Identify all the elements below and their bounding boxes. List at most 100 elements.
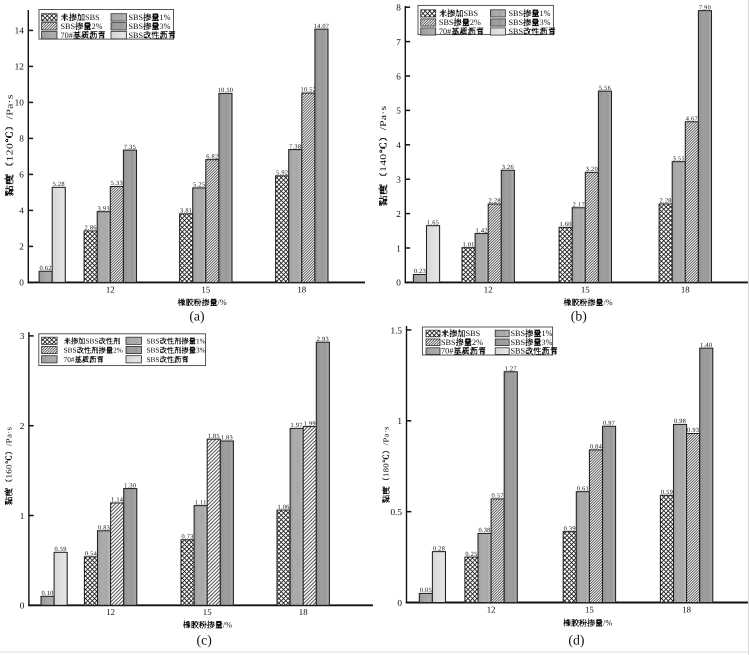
svg-text:3.93: 3.93: [98, 205, 110, 212]
svg-text:15: 15: [201, 284, 210, 294]
svg-text:8: 8: [19, 134, 24, 144]
svg-text:12: 12: [484, 284, 493, 294]
svg-text:SBS: SBS: [466, 329, 481, 338]
svg-text:0.83: 0.83: [98, 524, 110, 531]
svg-text:SBS: SBS: [464, 9, 479, 18]
svg-text:1: 1: [397, 416, 402, 426]
svg-text:12: 12: [106, 607, 115, 617]
svg-text:(c): (c): [197, 633, 212, 648]
svg-text:SBS: SBS: [511, 329, 526, 338]
svg-text:/%: /%: [603, 619, 612, 628]
svg-text:6: 6: [19, 170, 24, 180]
svg-text:0.61: 0.61: [577, 485, 589, 492]
svg-text:6.82: 6.82: [206, 153, 218, 160]
svg-text:7.90: 7.90: [699, 4, 711, 11]
svg-text:3: 3: [20, 331, 25, 341]
svg-text:0.05: 0.05: [420, 587, 432, 594]
svg-text:SBS: SBS: [147, 355, 160, 364]
svg-text:0.5: 0.5: [391, 507, 403, 517]
svg-text:1.42: 1.42: [476, 227, 488, 234]
svg-text:5.56: 5.56: [599, 85, 611, 92]
svg-text:18: 18: [297, 284, 306, 294]
svg-text:70#: 70#: [61, 31, 73, 40]
svg-text:5: 5: [396, 106, 401, 116]
svg-text:12: 12: [487, 604, 496, 614]
svg-text:SBS: SBS: [509, 9, 524, 18]
svg-text:4: 4: [396, 140, 401, 150]
svg-text:12: 12: [106, 284, 115, 294]
svg-text:15: 15: [585, 604, 594, 614]
svg-text:7.38: 7.38: [289, 143, 301, 150]
svg-text:0: 0: [397, 598, 402, 608]
svg-text:18: 18: [682, 604, 691, 614]
svg-text:1.06: 1.06: [277, 504, 289, 511]
svg-text:70#: 70#: [441, 347, 453, 356]
svg-text:3.81: 3.81: [180, 208, 192, 215]
svg-text:160: 160: [4, 464, 13, 479]
svg-text:1%: 1%: [159, 13, 170, 22]
svg-text:180: 180: [381, 463, 390, 477]
svg-text:15: 15: [581, 284, 590, 294]
svg-text:SBS: SBS: [147, 336, 160, 345]
svg-text:2: 2: [19, 242, 24, 252]
svg-text:1.99: 1.99: [304, 420, 316, 427]
svg-text:(d): (d): [568, 633, 584, 648]
svg-text:1%: 1%: [196, 336, 206, 345]
svg-text:0: 0: [19, 278, 24, 288]
svg-text:0.84: 0.84: [590, 444, 603, 451]
svg-text:/%: /%: [218, 298, 227, 307]
svg-text:SBS: SBS: [129, 31, 144, 40]
svg-text:1.65: 1.65: [427, 219, 439, 226]
svg-text:14.07: 14.07: [314, 23, 330, 30]
svg-text:3.20: 3.20: [586, 166, 598, 173]
svg-text:1.5: 1.5: [391, 325, 403, 335]
svg-text:70#: 70#: [439, 27, 451, 36]
svg-text:0.54: 0.54: [85, 551, 98, 558]
svg-text:10: 10: [15, 98, 25, 108]
svg-text:0.97: 0.97: [603, 420, 616, 427]
svg-text:18: 18: [299, 607, 308, 617]
svg-text:7.35: 7.35: [124, 144, 136, 151]
svg-text:SBS: SBS: [509, 27, 524, 36]
svg-text:0.23: 0.23: [414, 268, 426, 275]
svg-text:18: 18: [681, 284, 690, 294]
svg-text:0: 0: [396, 278, 401, 288]
svg-text:SBS: SBS: [441, 338, 456, 347]
svg-text:SBS: SBS: [511, 347, 526, 356]
svg-text:5.28: 5.28: [53, 181, 65, 188]
svg-text:1.01: 1.01: [462, 241, 474, 248]
svg-text:3%: 3%: [539, 18, 550, 27]
svg-text:1.83: 1.83: [221, 435, 233, 442]
svg-text:SBS: SBS: [511, 338, 526, 347]
svg-text:SBS: SBS: [86, 336, 99, 345]
svg-text:2%: 2%: [472, 338, 483, 347]
svg-text:2.86: 2.86: [85, 225, 97, 232]
svg-text:1.27: 1.27: [505, 365, 518, 372]
svg-text:SBS: SBS: [129, 13, 144, 22]
svg-text:0.38: 0.38: [478, 527, 490, 534]
svg-text:/%: /%: [603, 298, 612, 307]
svg-text:0.98: 0.98: [674, 418, 686, 425]
svg-text:3.51: 3.51: [673, 155, 685, 162]
svg-text:SBS: SBS: [129, 22, 144, 31]
svg-text:3%: 3%: [159, 22, 170, 31]
svg-text:0.28: 0.28: [433, 545, 445, 552]
svg-text:1%: 1%: [539, 9, 550, 18]
svg-text:5.33: 5.33: [111, 180, 123, 187]
svg-text:1.85: 1.85: [208, 433, 220, 440]
svg-text:3%: 3%: [541, 338, 552, 347]
svg-text:0.39: 0.39: [564, 525, 576, 532]
svg-text:SBS: SBS: [147, 346, 160, 355]
svg-text:SBS: SBS: [64, 346, 77, 355]
svg-text:10.52: 10.52: [301, 87, 317, 94]
svg-text:1.11: 1.11: [195, 499, 207, 506]
svg-text:140: 140: [379, 154, 389, 172]
svg-text:SBS: SBS: [61, 22, 76, 31]
svg-text:2%: 2%: [113, 346, 123, 355]
svg-text:/Pa·s: /Pa·s: [379, 106, 389, 131]
svg-text:1.60: 1.60: [560, 221, 572, 228]
svg-text:2: 2: [20, 421, 25, 431]
svg-text:7: 7: [396, 37, 401, 47]
svg-text:0.25: 0.25: [465, 551, 477, 558]
svg-text:1.40: 1.40: [700, 342, 712, 349]
